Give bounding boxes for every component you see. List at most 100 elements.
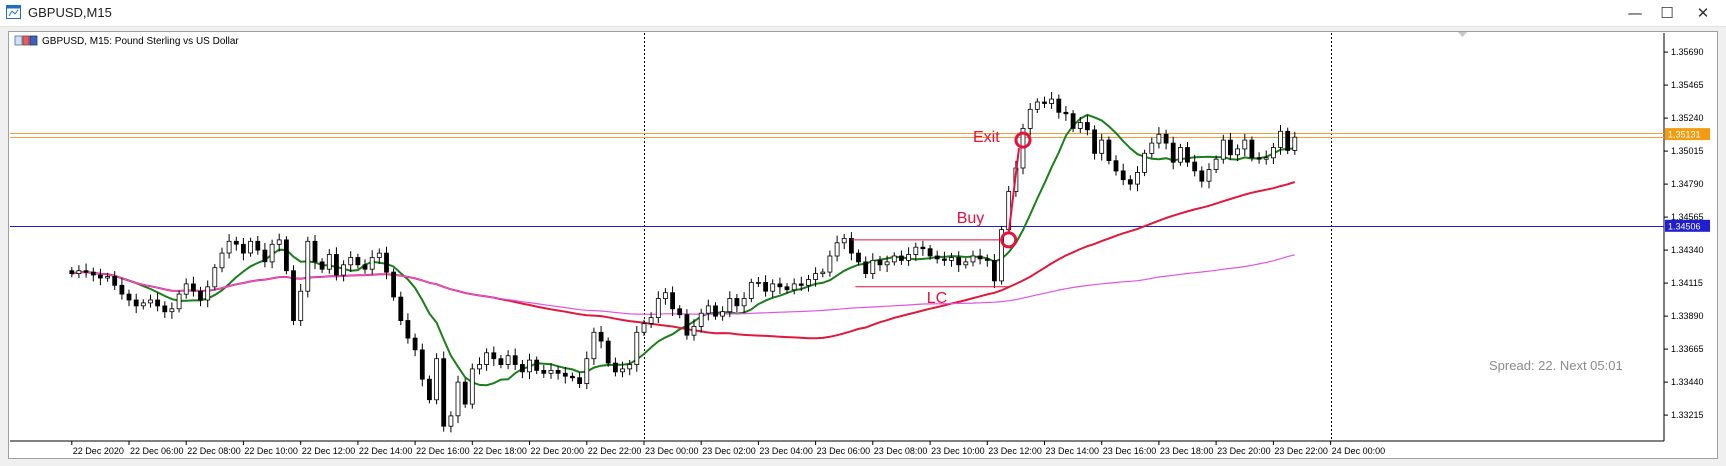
candle[interactable]	[491, 346, 497, 366]
candle[interactable]	[1070, 110, 1076, 133]
candle[interactable]	[877, 255, 883, 272]
candle[interactable]	[527, 353, 532, 380]
candle[interactable]	[548, 363, 554, 379]
candle[interactable]	[119, 278, 125, 300]
candle[interactable]	[255, 235, 261, 255]
candle[interactable]	[956, 251, 962, 272]
candle[interactable]	[870, 253, 876, 279]
candle[interactable]	[534, 356, 540, 375]
candle[interactable]	[1049, 91, 1054, 109]
candle[interactable]	[326, 249, 332, 274]
candle[interactable]	[1170, 136, 1176, 170]
candle[interactable]	[98, 268, 103, 286]
candle[interactable]	[112, 271, 118, 290]
candle[interactable]	[1085, 115, 1090, 136]
candle[interactable]	[133, 293, 139, 314]
candle[interactable]	[605, 337, 611, 367]
candle[interactable]	[240, 238, 246, 261]
candle[interactable]	[727, 291, 733, 318]
candle[interactable]	[362, 259, 368, 274]
candle[interactable]	[841, 233, 847, 250]
candle[interactable]	[663, 288, 668, 305]
candle[interactable]	[1156, 127, 1162, 149]
candle[interactable]	[949, 252, 954, 267]
candle[interactable]	[784, 283, 790, 294]
candle[interactable]	[1092, 125, 1097, 160]
candle[interactable]	[312, 235, 318, 270]
close-button[interactable]: ✕	[1696, 4, 1710, 22]
candle[interactable]	[884, 255, 890, 272]
candle[interactable]	[705, 299, 711, 321]
candle[interactable]	[770, 279, 776, 298]
maximize-button[interactable]: ☐	[1660, 4, 1674, 22]
candle[interactable]	[1206, 163, 1212, 189]
candle[interactable]	[469, 363, 475, 409]
candle[interactable]	[734, 294, 740, 313]
candle[interactable]	[741, 292, 747, 314]
candle[interactable]	[806, 274, 811, 292]
candle[interactable]	[798, 276, 804, 291]
candle[interactable]	[319, 258, 325, 273]
candle[interactable]	[1142, 149, 1147, 177]
candle[interactable]	[505, 350, 511, 370]
candle[interactable]	[369, 250, 375, 275]
scroll-shift-marker[interactable]	[1458, 32, 1467, 37]
candle[interactable]	[341, 260, 347, 282]
candle[interactable]	[448, 411, 454, 433]
exit-marker-circle[interactable]	[1014, 131, 1032, 149]
candle[interactable]	[212, 264, 218, 291]
chart-area[interactable]: Exit Buy LC 1.35690 1.35465 1.35240 1.35015 1.…	[8, 31, 1718, 459]
candle[interactable]	[462, 378, 468, 408]
candle[interactable]	[684, 309, 690, 340]
candle[interactable]	[1256, 152, 1262, 164]
candle[interactable]	[434, 353, 440, 405]
candle[interactable]	[1278, 125, 1283, 155]
candle[interactable]	[655, 291, 661, 323]
candle[interactable]	[262, 242, 268, 268]
candle[interactable]	[1249, 136, 1255, 162]
candle[interactable]	[698, 308, 704, 333]
candle[interactable]	[791, 278, 797, 295]
candle[interactable]	[276, 233, 282, 252]
candle[interactable]	[1077, 117, 1083, 133]
candle[interactable]	[190, 276, 196, 297]
candle[interactable]	[348, 251, 354, 272]
candle[interactable]	[419, 343, 425, 387]
minimize-button[interactable]: —	[1627, 4, 1643, 22]
candle[interactable]	[1163, 129, 1169, 150]
candle[interactable]	[1034, 98, 1040, 113]
candle[interactable]	[648, 312, 654, 328]
price-chart[interactable]: Exit Buy LC 1.35690 1.35465 1.35240 1.35015 1.…	[9, 32, 1717, 458]
candle[interactable]	[641, 319, 647, 336]
candle[interactable]	[541, 365, 547, 378]
candle[interactable]	[1056, 94, 1062, 119]
candle[interactable]	[405, 313, 411, 344]
candle[interactable]	[677, 305, 683, 319]
candle[interactable]	[598, 326, 604, 349]
candle[interactable]	[827, 250, 833, 277]
candle[interactable]	[477, 357, 482, 375]
candle[interactable]	[226, 234, 232, 259]
candle[interactable]	[162, 301, 168, 318]
candle[interactable]	[756, 277, 761, 287]
candle[interactable]	[1263, 150, 1269, 165]
candle[interactable]	[1127, 175, 1133, 191]
candle[interactable]	[963, 258, 969, 269]
candle[interactable]	[834, 235, 840, 262]
candle[interactable]	[555, 365, 561, 380]
candle[interactable]	[305, 236, 311, 298]
candle[interactable]	[1199, 166, 1205, 188]
candle[interactable]	[291, 265, 296, 326]
candle[interactable]	[627, 360, 633, 376]
candle[interactable]	[512, 348, 518, 371]
candle[interactable]	[920, 240, 926, 256]
candle[interactable]	[455, 375, 461, 424]
candle[interactable]	[169, 302, 175, 319]
candle[interactable]	[384, 246, 389, 280]
candle[interactable]	[69, 267, 75, 278]
ma-slow-line[interactable]	[71, 254, 1295, 315]
candle[interactable]	[913, 242, 919, 261]
candle[interactable]	[1020, 123, 1026, 175]
candle[interactable]	[1135, 166, 1140, 192]
candle[interactable]	[584, 351, 590, 390]
